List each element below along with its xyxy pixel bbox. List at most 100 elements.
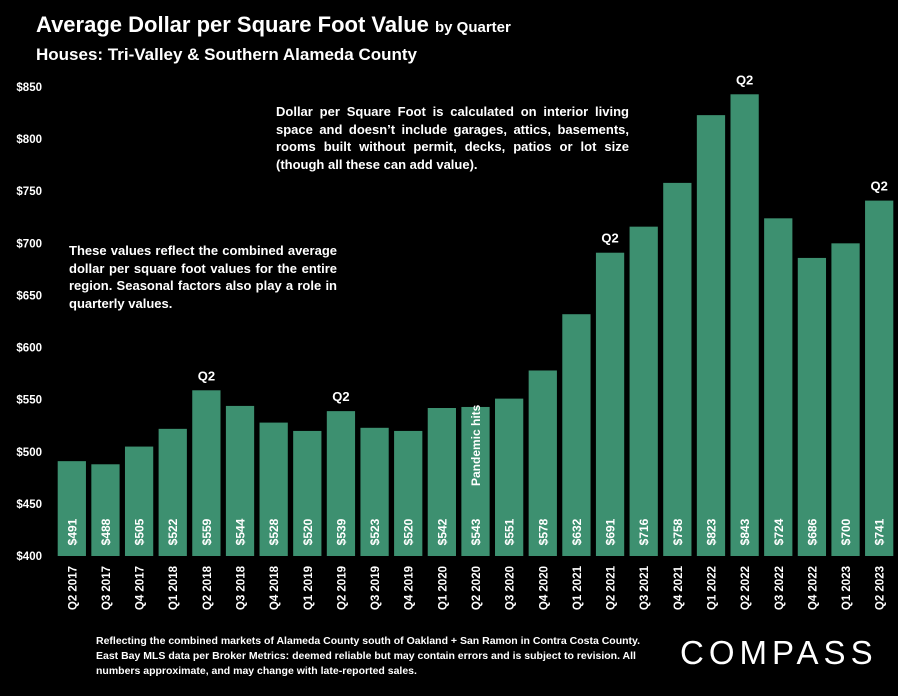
bar-value-label: $488 bbox=[99, 518, 113, 545]
y-tick-label: $600 bbox=[16, 343, 42, 355]
bar bbox=[696, 115, 726, 556]
bar-value-label: $758 bbox=[671, 518, 685, 545]
bar-annotation: Pandemic hits bbox=[469, 404, 483, 486]
bar-value-label: $716 bbox=[637, 518, 651, 545]
bar-value-label: $843 bbox=[738, 518, 752, 545]
bar bbox=[91, 464, 120, 556]
bar-value-label: $559 bbox=[200, 518, 214, 545]
bar-value-label: $578 bbox=[536, 518, 550, 545]
bar-value-label: $551 bbox=[503, 518, 517, 545]
bar bbox=[360, 427, 389, 556]
bar bbox=[293, 430, 322, 556]
x-tick-label: Q3 2017 bbox=[101, 566, 113, 610]
x-tick-label: Q3 2022 bbox=[774, 566, 786, 610]
bar-value-label: $700 bbox=[839, 518, 853, 545]
source-footnote: Reflecting the combined markets of Alame… bbox=[96, 635, 641, 678]
bar bbox=[629, 226, 658, 556]
quarter-annotation: Q2 bbox=[332, 389, 349, 404]
bar bbox=[427, 408, 456, 556]
bar-value-label: $724 bbox=[772, 518, 786, 545]
chart-subtitle: Houses: Tri-Valley & Southern Alameda Co… bbox=[36, 45, 418, 64]
x-tick-label: Q2 2019 bbox=[336, 566, 348, 610]
bar bbox=[394, 430, 423, 556]
regional-note: These values reflect the combined averag… bbox=[69, 243, 337, 311]
bar-value-label: $544 bbox=[234, 518, 248, 545]
bar-value-label: $523 bbox=[368, 518, 382, 545]
bar bbox=[865, 200, 894, 556]
bar bbox=[730, 94, 759, 556]
y-tick-label: $650 bbox=[16, 290, 42, 302]
bar bbox=[461, 406, 490, 556]
bar-value-label: $823 bbox=[704, 518, 718, 545]
bar-value-label: $691 bbox=[604, 518, 618, 545]
y-tick-label: $400 bbox=[16, 551, 42, 563]
bar bbox=[225, 405, 255, 556]
bar-value-label: $741 bbox=[873, 518, 887, 545]
x-tick-label: Q3 2018 bbox=[236, 565, 248, 610]
x-tick-label: Q1 2021 bbox=[572, 565, 584, 610]
x-tick-label: Q1 2020 bbox=[437, 566, 449, 610]
quarter-annotation: Q2 bbox=[736, 72, 753, 87]
bar-value-label: $520 bbox=[402, 518, 416, 545]
x-tick-label: Q2 2021 bbox=[606, 565, 618, 610]
x-tick-label: Q4 2021 bbox=[673, 565, 685, 610]
bar bbox=[259, 422, 288, 556]
bar-value-label: $491 bbox=[65, 518, 79, 545]
bar-value-label: $632 bbox=[570, 518, 584, 545]
bar-value-label: $543 bbox=[469, 518, 483, 545]
y-tick-label: $850 bbox=[16, 82, 42, 94]
x-tick-label: Q4 2017 bbox=[135, 566, 147, 610]
y-tick-label: $700 bbox=[16, 238, 42, 250]
bar bbox=[326, 411, 356, 556]
x-tick-label: Q3 2021 bbox=[639, 565, 651, 610]
bar-value-label: $542 bbox=[435, 518, 449, 545]
y-tick-label: $500 bbox=[16, 447, 42, 459]
bar-value-label: $505 bbox=[133, 518, 147, 545]
bar bbox=[831, 243, 860, 557]
x-tick-label: Q1 2022 bbox=[706, 566, 718, 610]
x-tick-label: Q4 2019 bbox=[404, 566, 416, 610]
bar-value-label: $520 bbox=[301, 518, 315, 545]
bar-value-label: $539 bbox=[334, 518, 348, 545]
bar bbox=[562, 314, 591, 556]
quarter-annotation: Q2 bbox=[601, 231, 618, 246]
x-tick-label: Q1 2023 bbox=[841, 566, 853, 610]
bar bbox=[595, 252, 625, 557]
bar bbox=[192, 390, 221, 556]
x-tick-label: Q3 2020 bbox=[505, 566, 517, 610]
x-tick-label: Q2 2018 bbox=[202, 565, 214, 610]
x-tick-label: Q3 2019 bbox=[370, 566, 382, 610]
methodology-note: Dollar per Square Foot is calculated on … bbox=[276, 104, 629, 172]
x-tick-label: Q2 2022 bbox=[740, 566, 752, 610]
quarter-annotation: Q2 bbox=[871, 179, 888, 194]
compass-logo: COMPASS bbox=[680, 634, 878, 671]
bar-value-label: $528 bbox=[267, 518, 281, 545]
bar bbox=[764, 218, 793, 556]
x-tick-label: Q4 2022 bbox=[807, 566, 819, 610]
y-tick-label: $550 bbox=[16, 395, 42, 407]
x-tick-label: Q2 2023 bbox=[875, 566, 887, 610]
bar bbox=[797, 257, 827, 556]
bar bbox=[158, 428, 187, 556]
x-tick-label: Q1 2018 bbox=[168, 565, 180, 610]
chart-title-suffix: by Quarter bbox=[435, 19, 511, 36]
chart-title: Average Dollar per Square Foot Value by … bbox=[36, 12, 511, 38]
bar-value-label: $522 bbox=[166, 518, 180, 545]
y-tick-label: $750 bbox=[16, 186, 42, 198]
chart-title-main: Average Dollar per Square Foot Value bbox=[36, 12, 429, 37]
bar bbox=[663, 182, 692, 556]
bar-value-label: $686 bbox=[805, 518, 819, 545]
bar bbox=[57, 461, 86, 556]
bar bbox=[495, 398, 524, 556]
x-tick-label: Q1 2019 bbox=[303, 566, 315, 610]
y-tick-label: $450 bbox=[16, 499, 42, 511]
bar bbox=[124, 446, 154, 556]
quarter-annotation: Q2 bbox=[198, 368, 215, 383]
x-tick-label: Q2 2020 bbox=[471, 566, 483, 610]
bar bbox=[528, 370, 557, 556]
x-tick-label: Q2 2017 bbox=[67, 566, 79, 610]
y-tick-label: $800 bbox=[16, 134, 42, 146]
x-tick-label: Q4 2020 bbox=[538, 566, 550, 610]
